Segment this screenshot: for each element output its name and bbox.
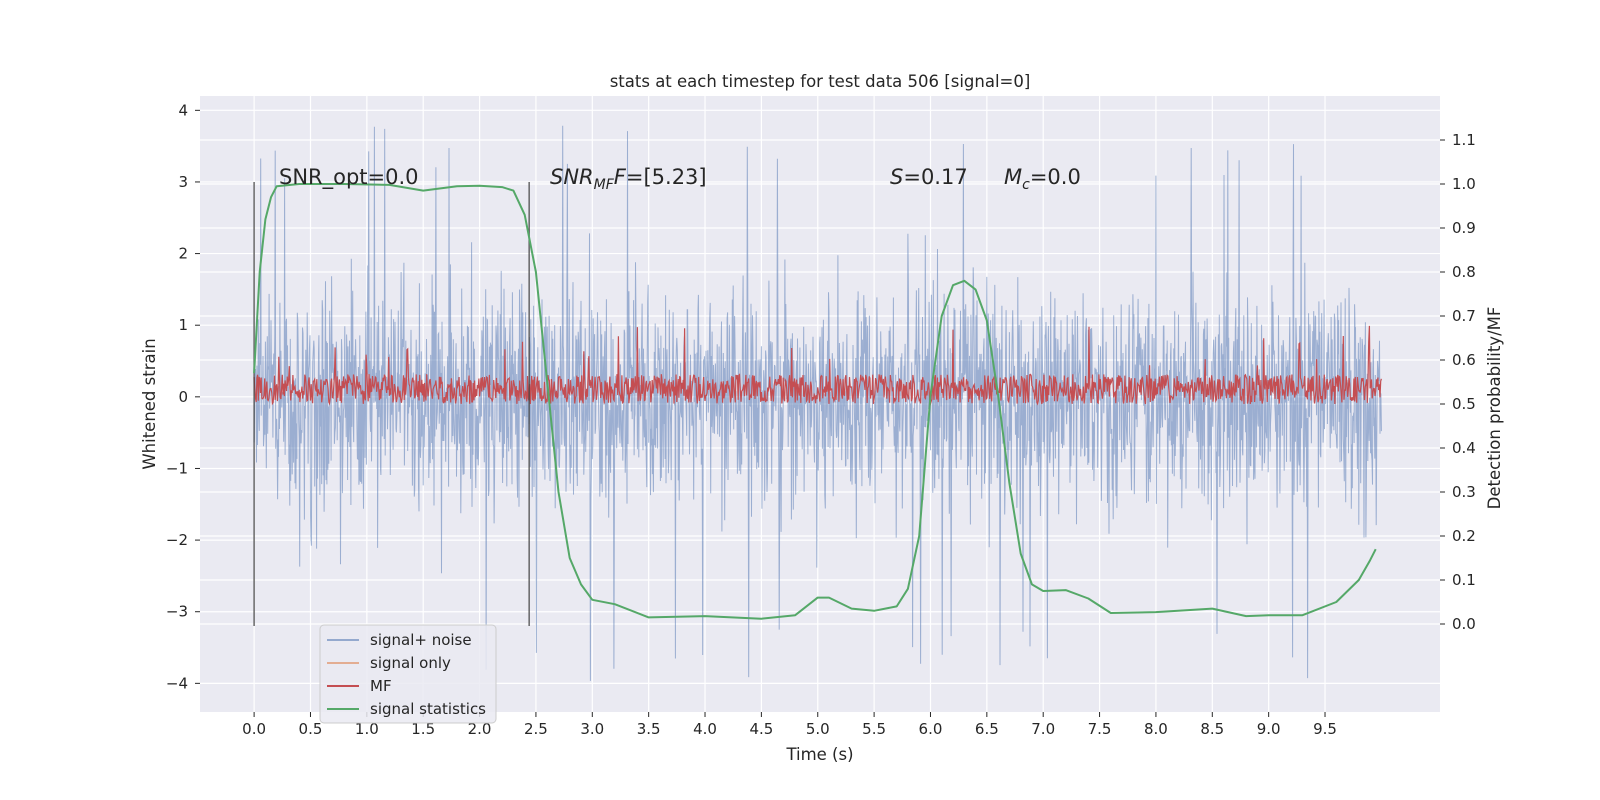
y-tick-label: −3 — [166, 603, 188, 621]
y-tick-label: 1 — [178, 316, 188, 334]
mc-symbol: M — [1004, 165, 1022, 189]
x-tick-label: 6.0 — [919, 720, 943, 738]
y-axis-label: Whitened strain — [140, 338, 159, 469]
x-tick-label: 4.0 — [693, 720, 717, 738]
x-tick-label: 5.0 — [806, 720, 830, 738]
x-tick-label: 5.5 — [862, 720, 886, 738]
x-tick-label: 0.0 — [242, 720, 266, 738]
y2-tick-label: 0.0 — [1452, 615, 1476, 633]
legend-label-signal-statistics: signal statistics — [370, 700, 486, 718]
x-tick-label: 3.5 — [637, 720, 661, 738]
legend-label-signal-noise: signal+ noise — [370, 631, 472, 649]
y2-tick-label: 0.8 — [1452, 263, 1476, 281]
x-tick-label: 4.5 — [749, 720, 773, 738]
x-tick-label: 8.5 — [1200, 720, 1224, 738]
s-value: =0.17 — [903, 165, 967, 189]
y-tick-label: −2 — [166, 531, 188, 549]
y-tick-label: 0 — [178, 388, 188, 406]
x-tick-label: 9.0 — [1257, 720, 1281, 738]
x-tick-label: 7.5 — [1088, 720, 1112, 738]
y2-tick-label: 0.7 — [1452, 307, 1476, 325]
y2-tick-label: 0.1 — [1452, 571, 1476, 589]
y-tick-label: 3 — [178, 173, 188, 191]
y-tick-label: 2 — [178, 245, 188, 263]
legend: signal+ noise signal only MF signal stat… — [319, 624, 497, 724]
y2-tick-label: 0.9 — [1452, 219, 1476, 237]
mc-sub: c — [1022, 177, 1030, 193]
legend-label-signal-only: signal only — [370, 654, 451, 672]
y-ticks: 4 3 2 1 0 −1 −2 −3 −4 — [166, 101, 200, 692]
y2-tick-label: 0.5 — [1452, 395, 1476, 413]
x-tick-label: 0.5 — [299, 720, 323, 738]
x-tick-label: 1.0 — [355, 720, 379, 738]
x-axis-label: Time (s) — [785, 745, 853, 764]
snr-mf-value: =[5.23] — [626, 165, 707, 189]
annotation-mc: Mc=0.0 — [1004, 165, 1081, 193]
x-tick-label: 3.0 — [580, 720, 604, 738]
s-symbol: S — [890, 165, 903, 189]
x-tick-label: 1.5 — [411, 720, 435, 738]
x-tick-label: 2.5 — [524, 720, 548, 738]
y2-ticks: 1.1 1.0 0.9 0.8 0.7 0.6 0.5 0.4 0.3 0.2 0.1 0.0 — [1440, 131, 1476, 633]
y2-tick-label: 1.1 — [1452, 131, 1476, 149]
mf-line — [253, 325, 1382, 406]
signal-statistics-line — [253, 183, 1377, 620]
snr-mf-base: SNR — [550, 165, 594, 189]
snr-mf-sub: MF — [594, 177, 615, 193]
y-tick-label: −4 — [166, 674, 188, 692]
y2-tick-label: 0.6 — [1452, 351, 1476, 369]
y2-tick-label: 0.4 — [1452, 439, 1476, 457]
vertical-markers — [253, 181, 530, 627]
y-tick-label: −1 — [166, 459, 188, 477]
x-tick-label: 8.0 — [1144, 720, 1168, 738]
x-tick-label: 9.5 — [1313, 720, 1337, 738]
y-tick-label: 4 — [178, 101, 188, 119]
snr-mf-italic: F — [614, 165, 627, 189]
mf-series — [253, 325, 1382, 406]
chart-title: stats at each timestep for test data 506… — [610, 72, 1031, 91]
annotation-snr-mf: SNRMFF=[5.23] — [550, 165, 707, 193]
y2-axis-label: Detection probability/MF — [1485, 307, 1504, 510]
legend-label-mf: MF — [370, 677, 392, 695]
signal-statistics-series — [253, 183, 1377, 620]
x-tick-label: 6.5 — [975, 720, 999, 738]
mc-value: =0.0 — [1030, 165, 1081, 189]
x-tick-label: 2.0 — [468, 720, 492, 738]
y2-tick-label: 1.0 — [1452, 175, 1476, 193]
x-ticks: 0.0 0.5 1.0 1.5 2.0 2.5 3.0 3.5 4.0 4.5 5.0 5.5 6.0 6… — [242, 712, 1337, 738]
y2-tick-label: 0.3 — [1452, 483, 1476, 501]
x-tick-label: 7.0 — [1031, 720, 1055, 738]
annotation-snr-opt: SNR_opt=0.0 — [279, 165, 419, 190]
legend-box — [319, 624, 497, 724]
y2-tick-label: 0.2 — [1452, 527, 1476, 545]
annotation-s: S=0.17 — [890, 165, 968, 189]
